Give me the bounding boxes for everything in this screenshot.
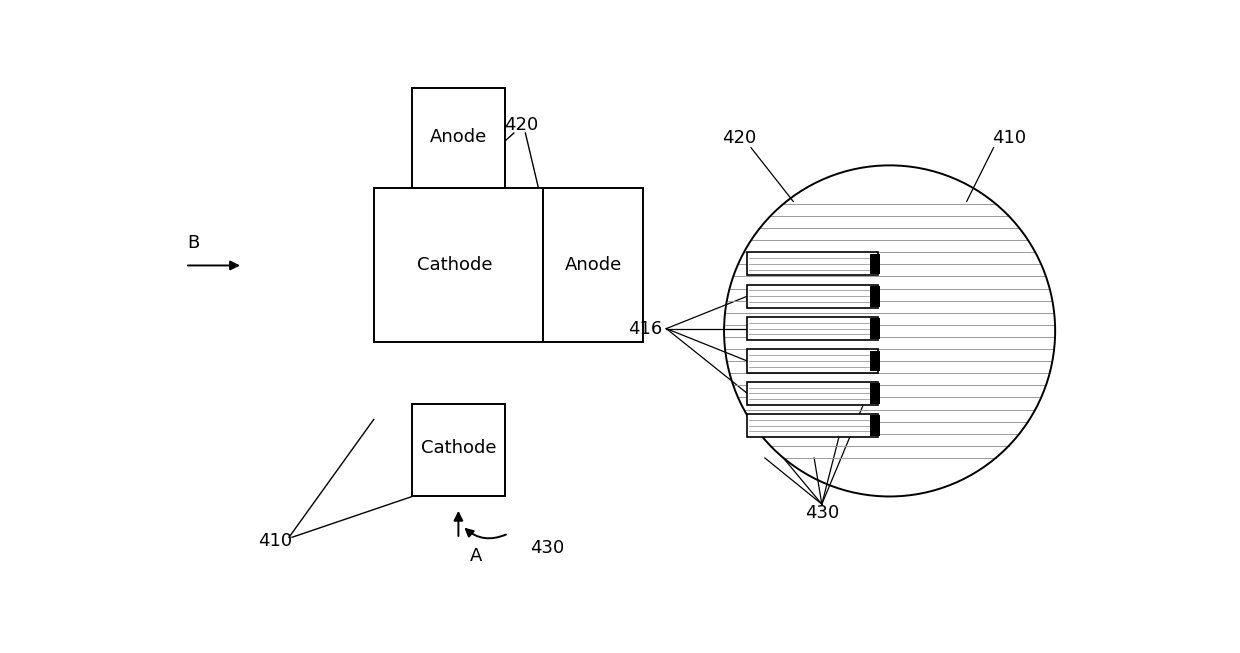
Text: Anode: Anode [564,257,621,274]
Text: A: A [470,547,482,565]
Text: 430: 430 [529,539,564,556]
Bar [748,285,878,308]
Text: B: B [187,234,200,251]
Text: Cathode: Cathode [417,257,492,274]
Text: 416: 416 [629,319,662,338]
Bar [412,88,505,189]
Text: Cathode: Cathode [420,439,496,457]
Bar [870,253,879,274]
Text: 410: 410 [992,129,1025,148]
Bar [870,286,879,307]
Text: 420: 420 [723,129,756,148]
Text: Anode: Anode [430,128,487,146]
Bar [870,383,879,404]
Bar [412,404,505,496]
Bar [748,382,878,405]
Bar [870,415,879,436]
Bar [748,317,878,340]
Bar [543,189,644,342]
Text: 410: 410 [258,532,293,550]
Bar [748,252,878,276]
Text: 430: 430 [805,504,839,522]
Bar [748,349,878,372]
Bar [373,189,543,342]
Text: 420: 420 [505,116,538,135]
Bar [748,414,878,437]
Bar [870,318,879,339]
Bar [870,351,879,372]
